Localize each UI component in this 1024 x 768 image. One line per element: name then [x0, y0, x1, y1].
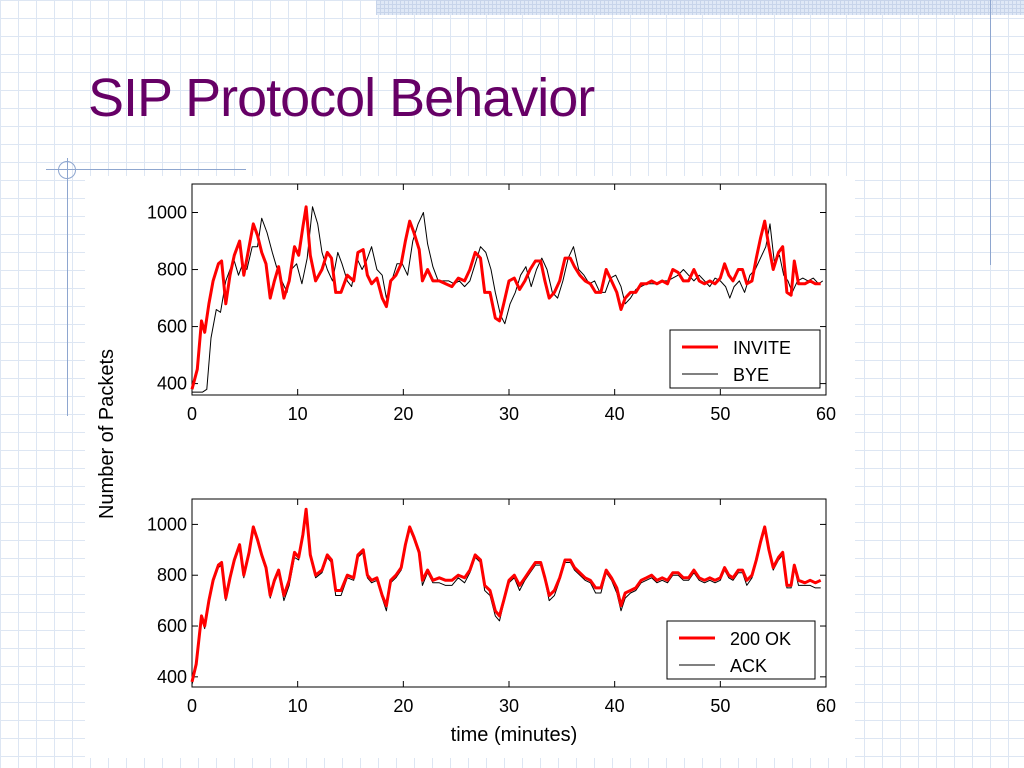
x-axis-label: time (minutes): [451, 724, 578, 746]
x-tick-label: 30: [499, 696, 519, 716]
y-tick-label: 600: [157, 317, 187, 337]
x-tick-label: 30: [499, 404, 519, 424]
left-decorative-rule: [67, 158, 68, 416]
x-tick-label: 40: [605, 404, 625, 424]
y-tick-label: 800: [157, 260, 187, 280]
x-tick-label: 20: [393, 696, 413, 716]
x-tick-label: 50: [710, 404, 730, 424]
x-tick-label: 40: [605, 696, 625, 716]
x-tick-label: 20: [393, 404, 413, 424]
legend-box: [666, 620, 816, 680]
series-line-invite: [190, 205, 821, 390]
x-tick-label: 10: [288, 696, 308, 716]
y-tick-label: 400: [157, 374, 187, 394]
series-line-200-ok: [190, 507, 822, 683]
chart-1: 0 10 20 30 40 50 60 400 600 800 1000 INVITE BYE: [147, 183, 836, 424]
legend: INVITE BYE: [669, 329, 821, 389]
x-tick-label: 0: [187, 404, 197, 424]
top-decorative-band: [376, 0, 1024, 15]
x-tick-label: 10: [288, 404, 308, 424]
legend-label: ACK: [730, 656, 767, 676]
right-decorative-rule: [990, 0, 991, 265]
chart-panel: Number of Packets time (minutes) 0 10 20 30…: [85, 176, 855, 758]
title-underline-rule: [46, 169, 246, 170]
decorative-circle-icon: [58, 161, 76, 179]
legend: 200 OK ACK: [666, 620, 816, 680]
legend-label: INVITE: [733, 338, 791, 358]
x-tick-label: 60: [816, 404, 836, 424]
y-tick-label: 1000: [147, 514, 187, 534]
x-tick-label: 50: [710, 696, 730, 716]
x-tick-label: 0: [187, 696, 197, 716]
y-tick-label: 400: [157, 667, 187, 687]
legend-label: BYE: [733, 365, 769, 385]
slide-title: SIP Protocol Behavior: [88, 68, 595, 128]
y-tick-label: 1000: [147, 203, 187, 223]
y-tick-label: 800: [157, 565, 187, 585]
legend-label: 200 OK: [730, 629, 791, 649]
chart-2: 0 10 20 30 40 50 60 400 600 800 1000 200 OK ACK: [147, 498, 836, 716]
y-axis-label: Number of Packets: [96, 349, 118, 519]
y-tick-label: 600: [157, 616, 187, 636]
x-tick-label: 60: [816, 696, 836, 716]
packet-charts: Number of Packets time (minutes) 0 10 20 30…: [96, 183, 836, 746]
legend-box: [669, 329, 821, 389]
